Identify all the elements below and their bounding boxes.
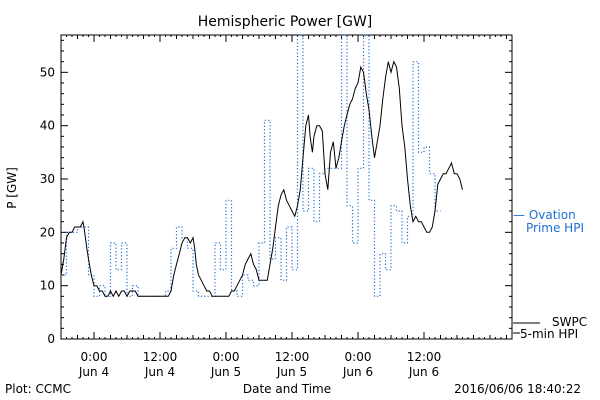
legend-ovation: — Ovation Prime HPI xyxy=(513,208,584,235)
x-tick-date-label: Jun 6 xyxy=(342,365,373,379)
y-tick-label: 0 xyxy=(47,332,55,346)
legend-ovation-line1: — Ovation xyxy=(513,208,576,222)
chart-title: Hemispheric Power [GW] xyxy=(198,14,373,30)
y-tick-label: 20 xyxy=(40,225,55,239)
x-tick-time-label: 0:00 xyxy=(213,350,240,364)
y-tick-label: 30 xyxy=(40,172,55,186)
legend-swpc: SWPC 5-min HPI xyxy=(513,315,587,341)
footer-timestamp: 2016/06/06 18:40:22 xyxy=(454,382,581,396)
x-tick-time-label: 0:00 xyxy=(345,350,372,364)
x-tick-date-label: Jun 4 xyxy=(144,365,175,379)
x-axis-label: Date and Time xyxy=(243,382,331,396)
x-tick-time-label: 12:00 xyxy=(143,350,178,364)
legend-ovation-line2: Prime HPI xyxy=(526,221,584,235)
x-tick-date-label: Jun 4 xyxy=(78,365,109,379)
y-tick-label: 40 xyxy=(40,119,55,133)
footer-plot-credit: Plot: CCMC xyxy=(5,382,71,396)
x-tick-time-label: 0:00 xyxy=(81,350,108,364)
series-swpc-line xyxy=(60,60,463,298)
y-axis-label: P [GW] xyxy=(5,167,19,209)
y-axis: 0 10 20 30 40 50 xyxy=(40,39,512,346)
x-tick-date-label: Jun 5 xyxy=(276,365,307,379)
series-layer xyxy=(60,34,463,298)
x-tick-time-label: 12:00 xyxy=(407,350,442,364)
x-tick-date-label: Jun 6 xyxy=(408,365,439,379)
legend-swpc-line1: SWPC xyxy=(552,315,587,329)
legend-swpc-line2: 5-min HPI xyxy=(520,327,578,341)
series-ovation-prime-line xyxy=(61,34,441,297)
y-tick-label: 10 xyxy=(40,279,55,293)
x-tick-date-label: Jun 5 xyxy=(210,365,241,379)
y-tick-label: 50 xyxy=(40,65,55,79)
x-tick-time-label: 12:00 xyxy=(275,350,310,364)
